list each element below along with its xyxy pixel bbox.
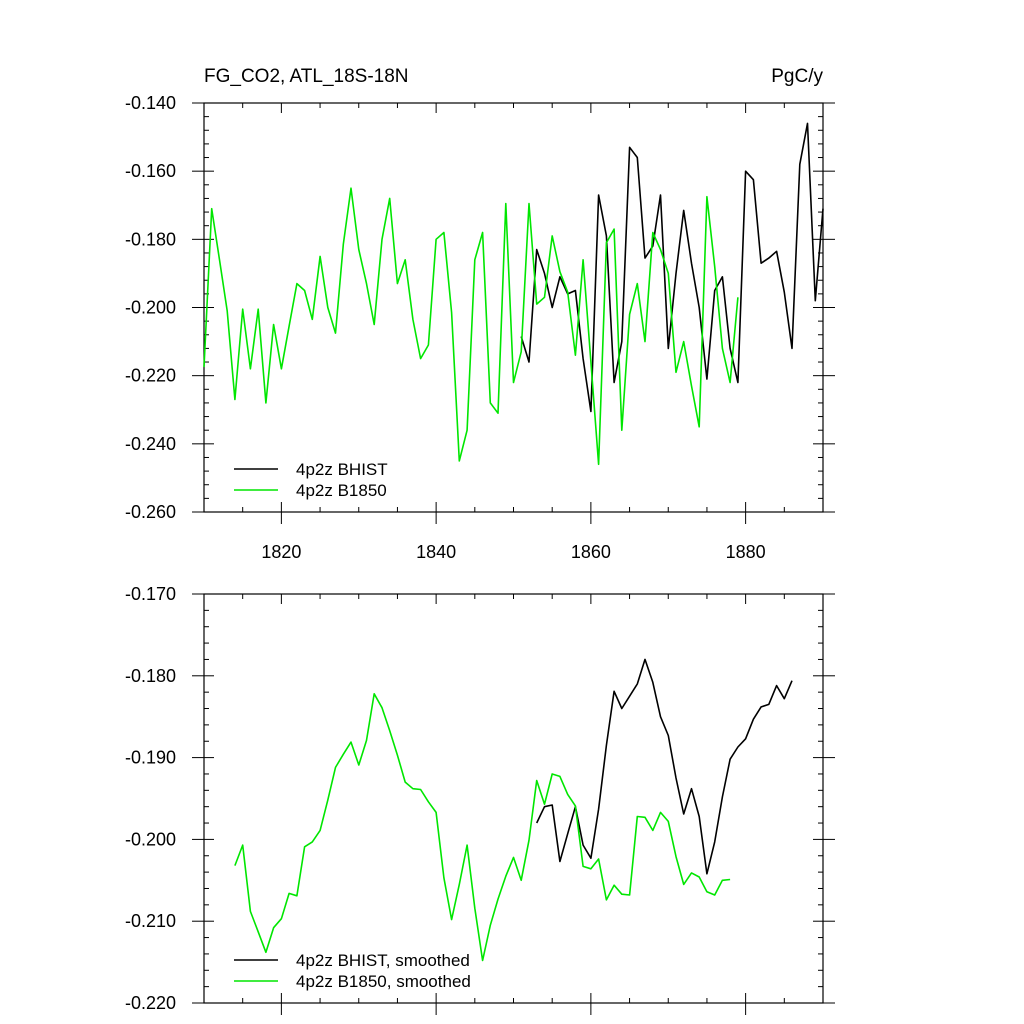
series-line-0 (520, 122, 824, 413)
top-plot-area: 1820 1840 1860 1880 -0.140 -0.160 -0.180 -0.200… (125, 93, 835, 562)
y-tick-label: -0.200 (125, 298, 176, 318)
legend-label: 4p2z BHIST (296, 460, 388, 479)
x-tick-label: 1840 (416, 542, 456, 562)
y-tick-label: -0.180 (125, 666, 176, 686)
series-line-1 (203, 187, 739, 466)
x-tick-label: 1880 (726, 542, 766, 562)
y-tick-label: -0.140 (125, 93, 176, 113)
y-tick-label: -0.180 (125, 229, 176, 249)
y-tick-label: -0.220 (125, 366, 176, 386)
y-tick-label: -0.220 (125, 993, 176, 1013)
legend-label: 4p2z B1850 (296, 481, 387, 500)
series-line-1 (234, 692, 731, 962)
y-tick-label: -0.200 (125, 829, 176, 849)
x-tick-label: 1820 (261, 542, 301, 562)
legend-label: 4p2z BHIST, smoothed (296, 951, 470, 970)
y-tick-label: -0.210 (125, 911, 176, 931)
top-panel-title: FG_CO2, ATL_18S-18N (204, 66, 409, 87)
bottom-plot-area: -0.170 -0.180 -0.190 -0.200 -0.210 -0.220 4p2z… (125, 584, 835, 1015)
y-tick-label: -0.170 (125, 584, 176, 604)
plot-frame (203, 593, 824, 1004)
y-tick-label: -0.160 (125, 161, 176, 181)
y-tick-label: -0.260 (125, 502, 176, 522)
y-tick-label: -0.240 (125, 434, 176, 454)
top-panel-units: PgC/y (771, 66, 823, 87)
top-panel: FG_CO2, ATL_18S-18N PgC/y 1820 1840 1860 18… (125, 66, 835, 562)
plot-frame (203, 102, 824, 513)
legend-label: 4p2z B1850, smoothed (296, 972, 471, 991)
series-line-0 (535, 658, 793, 875)
x-tick-label: 1860 (571, 542, 611, 562)
y-tick-label: -0.190 (125, 748, 176, 768)
bottom-panel: -0.170 -0.180 -0.190 -0.200 -0.210 -0.220 4p2z… (125, 584, 835, 1015)
